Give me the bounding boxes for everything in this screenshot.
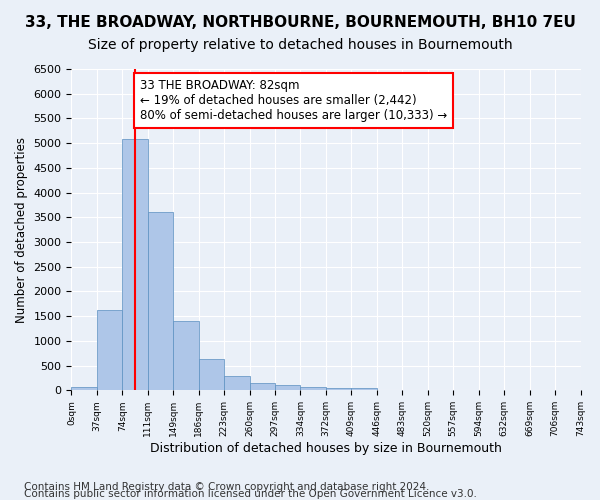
X-axis label: Distribution of detached houses by size in Bournemouth: Distribution of detached houses by size … <box>150 442 502 455</box>
Bar <box>199 360 224 390</box>
Text: 33 THE BROADWAY: 82sqm
← 19% of detached houses are smaller (2,442)
80% of semi-: 33 THE BROADWAY: 82sqm ← 19% of detached… <box>140 79 448 122</box>
Bar <box>275 386 301 390</box>
Bar <box>352 388 377 390</box>
Text: Contains HM Land Registry data © Crown copyright and database right 2024.: Contains HM Land Registry data © Crown c… <box>24 482 430 492</box>
Bar <box>148 212 173 390</box>
Text: 33, THE BROADWAY, NORTHBOURNE, BOURNEMOUTH, BH10 7EU: 33, THE BROADWAY, NORTHBOURNE, BOURNEMOU… <box>25 15 575 30</box>
Bar <box>250 384 275 390</box>
Text: Contains public sector information licensed under the Open Government Licence v3: Contains public sector information licen… <box>24 489 477 499</box>
Bar <box>71 386 97 390</box>
Bar <box>173 321 199 390</box>
Y-axis label: Number of detached properties: Number of detached properties <box>15 136 28 322</box>
Bar <box>224 376 250 390</box>
Bar <box>326 388 352 390</box>
Bar <box>97 310 122 390</box>
Bar <box>301 388 326 390</box>
Bar <box>122 140 148 390</box>
Text: Size of property relative to detached houses in Bournemouth: Size of property relative to detached ho… <box>88 38 512 52</box>
